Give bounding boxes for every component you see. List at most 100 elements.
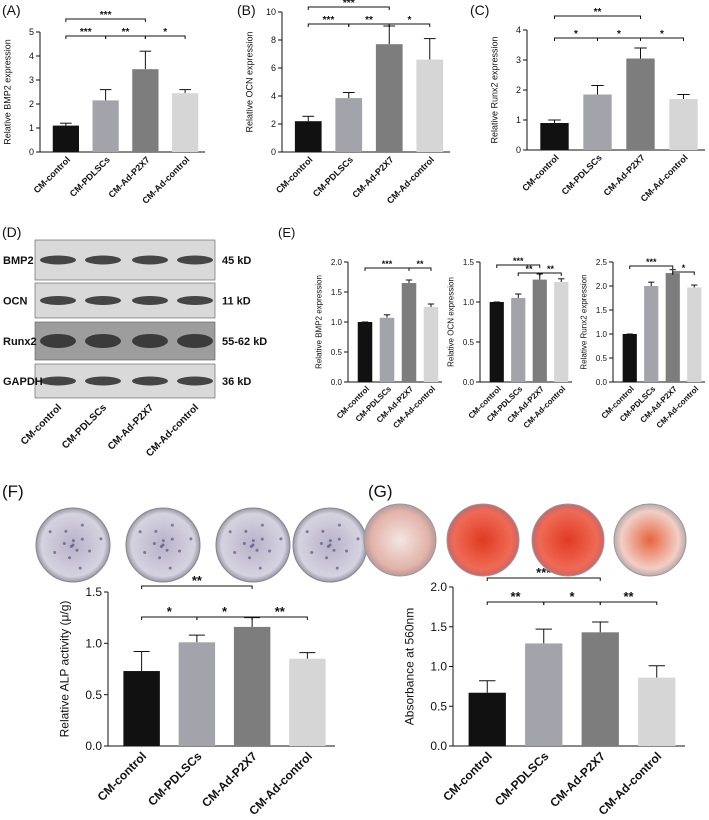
stain-spot xyxy=(80,537,84,541)
bar xyxy=(583,94,612,150)
y-tick-label: 8 xyxy=(271,35,276,45)
y-tick-label: 0.5 xyxy=(430,699,447,713)
stain-spot xyxy=(233,551,237,555)
band-size: 55-62 kD xyxy=(222,336,267,348)
blot-band xyxy=(85,296,121,305)
lane-label: CM-control xyxy=(19,402,64,447)
significance-bracket xyxy=(408,267,432,271)
y-tick-label: 5 xyxy=(29,27,34,37)
significance-label: * xyxy=(660,29,664,40)
panel-label: (A) xyxy=(2,2,21,18)
y-tick-label: 1.0 xyxy=(596,330,608,339)
y-tick-label: 2 xyxy=(29,99,34,109)
y-tick-label: 4 xyxy=(516,25,521,35)
stain-spot xyxy=(143,551,147,555)
stain-spot xyxy=(165,548,169,552)
bar xyxy=(669,99,698,150)
stain-spot xyxy=(255,548,259,552)
stain-spot xyxy=(305,530,309,534)
y-axis-label: Relative BMP2 expression xyxy=(315,275,324,369)
stain-spot xyxy=(337,523,341,527)
stain-spot xyxy=(170,537,174,541)
blot-band xyxy=(85,376,121,386)
ars-dish xyxy=(446,503,520,577)
stain-spot xyxy=(53,551,57,555)
band-label: GAPDH xyxy=(3,376,43,388)
bar xyxy=(665,273,680,382)
y-tick-label: 1.5 xyxy=(596,306,608,315)
panel-label: (E) xyxy=(278,225,295,240)
y-tick-label: 3 xyxy=(29,75,34,85)
stain-spot xyxy=(321,529,325,533)
y-tick-label: 1 xyxy=(29,123,34,133)
y-tick-label: 0.5 xyxy=(331,348,343,357)
stain-spot xyxy=(75,548,79,552)
lane-label: CM-PDLSCs xyxy=(60,402,109,451)
bar xyxy=(626,58,655,150)
bar xyxy=(289,658,326,746)
stain-spot xyxy=(189,537,193,541)
blot-band xyxy=(177,334,213,348)
significance-label: ** xyxy=(547,264,555,274)
y-axis-label: Relative OCN expression xyxy=(244,31,254,132)
significance-bracket xyxy=(640,37,684,41)
band-size: 11 kD xyxy=(222,296,251,308)
y-tick-label: 1.5 xyxy=(430,620,447,634)
stain-spot xyxy=(337,537,341,541)
significance-bracket xyxy=(599,601,658,605)
y-tick-label: 2.0 xyxy=(596,282,608,291)
significance-label: *** xyxy=(513,256,524,266)
panel-label: (C) xyxy=(470,2,489,18)
ars-dish xyxy=(613,503,687,577)
band-label: BMP2 xyxy=(3,255,34,267)
y-tick-label: 0.0 xyxy=(596,378,608,387)
y-tick-label: 2 xyxy=(271,119,276,129)
significance-label: ** xyxy=(510,589,521,604)
blot-band xyxy=(132,334,168,348)
panel-label: (D) xyxy=(2,224,21,240)
significance-label: * xyxy=(617,29,621,40)
stain-spot xyxy=(168,566,172,570)
y-tick-label: 0.0 xyxy=(85,739,102,753)
bar xyxy=(532,279,547,382)
stain-spot xyxy=(319,541,323,545)
x-tick-label: CM-control xyxy=(32,155,73,196)
y-tick-label: 2.0 xyxy=(430,580,447,594)
significance-label: * xyxy=(167,604,173,619)
stain-spot xyxy=(170,523,174,527)
y-tick-label: 1 xyxy=(516,115,521,125)
stain-spot xyxy=(345,549,349,553)
y-tick-label: 0.5 xyxy=(596,354,608,363)
y-axis-label: Relative ALP activity (μ/g) xyxy=(57,601,71,738)
blot-band xyxy=(40,296,76,305)
stain-spot xyxy=(71,539,75,543)
y-tick-label: 1.5 xyxy=(85,585,102,599)
significance-bracket xyxy=(251,616,308,620)
y-tick-label: 0.5 xyxy=(463,338,475,347)
bar xyxy=(489,302,504,382)
stain-spot xyxy=(158,556,162,560)
band-label: Runx2 xyxy=(3,336,37,348)
x-tick-label: CM-Ad-control xyxy=(639,153,690,204)
bar xyxy=(52,125,79,152)
x-tick-label: CM-Ad-P2X7 xyxy=(350,155,395,200)
y-tick-label: 4 xyxy=(29,51,34,61)
x-tick-label: CM-Ad-P2X7 xyxy=(547,749,608,810)
bar xyxy=(416,59,444,152)
y-tick-label: 0.5 xyxy=(85,688,102,702)
bar xyxy=(172,93,199,152)
y-tick-label: 0 xyxy=(271,147,276,157)
stain-spot xyxy=(159,544,163,548)
band-label: OCN xyxy=(3,296,28,308)
significance-label: * xyxy=(574,29,578,40)
significance-bracket xyxy=(496,264,541,268)
blot-band xyxy=(132,296,168,305)
stain-spot xyxy=(228,530,232,534)
x-tick-label: CM-PDLSCs xyxy=(311,155,355,199)
stain-spot xyxy=(161,539,165,543)
x-tick-label: CM-control xyxy=(520,153,561,194)
stain-spot xyxy=(138,530,142,534)
stain-spot xyxy=(248,556,252,560)
bar xyxy=(687,287,702,382)
bar xyxy=(357,322,373,382)
